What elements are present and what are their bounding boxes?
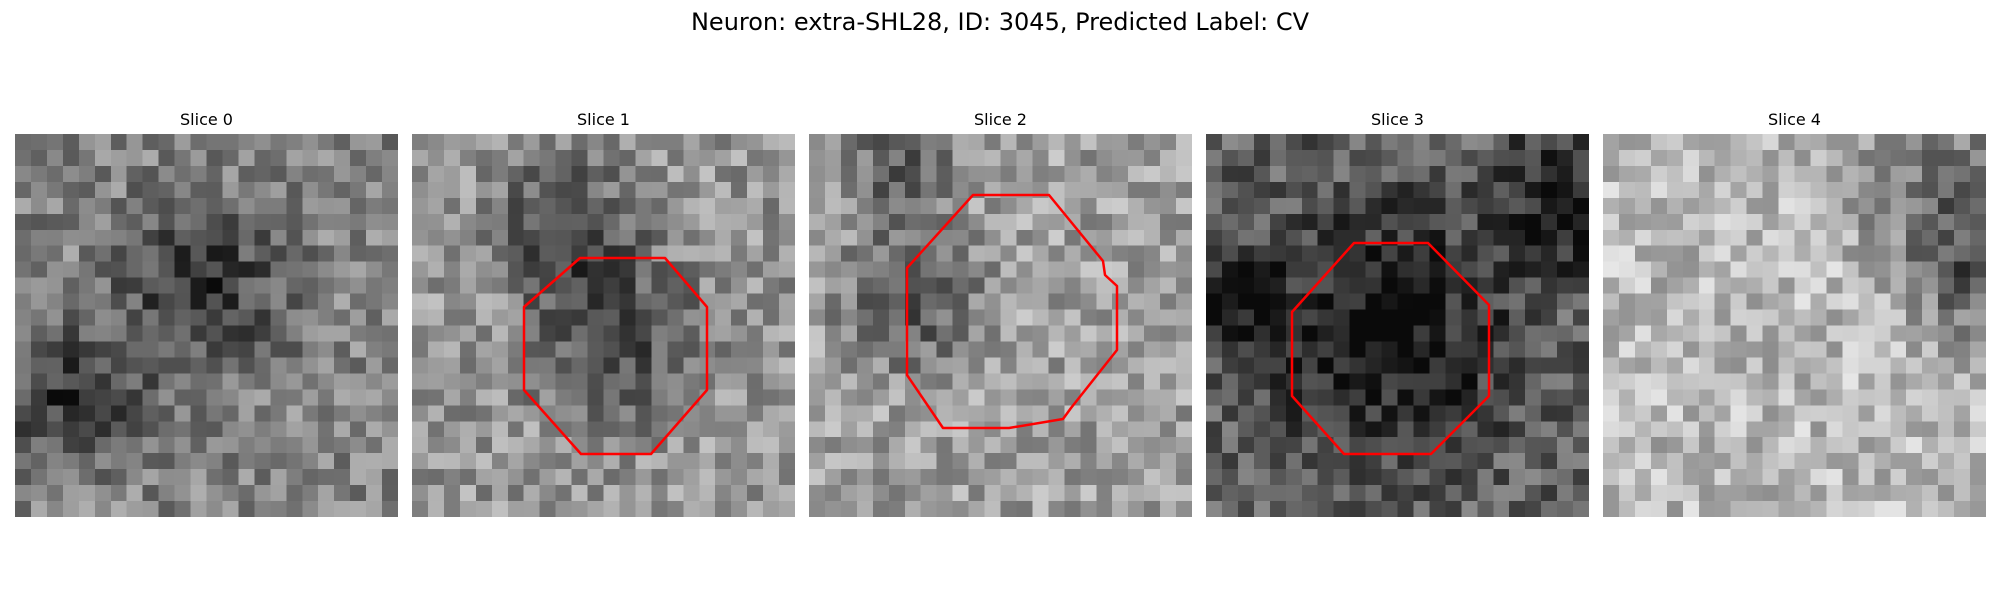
slice-image-4 <box>1603 134 1986 517</box>
pixel-grid <box>412 134 795 517</box>
slice-image-svg <box>809 134 1192 517</box>
cell-outline <box>522 256 709 456</box>
cell-outline <box>905 193 1119 430</box>
slice-image-1 <box>412 134 795 517</box>
slice-title: Slice 2 <box>974 110 1027 129</box>
cell-outline <box>1290 241 1491 456</box>
slice-image-3 <box>1206 134 1589 517</box>
slice-title: Slice 1 <box>577 110 630 129</box>
slice-title: Slice 4 <box>1768 110 1821 129</box>
slice-image-2 <box>809 134 1192 517</box>
slice-title: Slice 0 <box>180 110 233 129</box>
slice-image-svg <box>1603 134 1986 517</box>
slice-image-svg <box>15 134 398 517</box>
figure-title: Neuron: extra-SHL28, ID: 3045, Predicted… <box>690 8 1310 36</box>
pixel-grid <box>809 134 1192 517</box>
pixel-grid <box>1603 134 1986 517</box>
pixel-grid <box>15 134 398 517</box>
pixel-grid <box>1206 134 1589 517</box>
slice-image-svg <box>412 134 795 517</box>
slice-title: Slice 3 <box>1371 110 1424 129</box>
slice-image-0 <box>15 134 398 517</box>
slice-image-svg <box>1206 134 1589 517</box>
